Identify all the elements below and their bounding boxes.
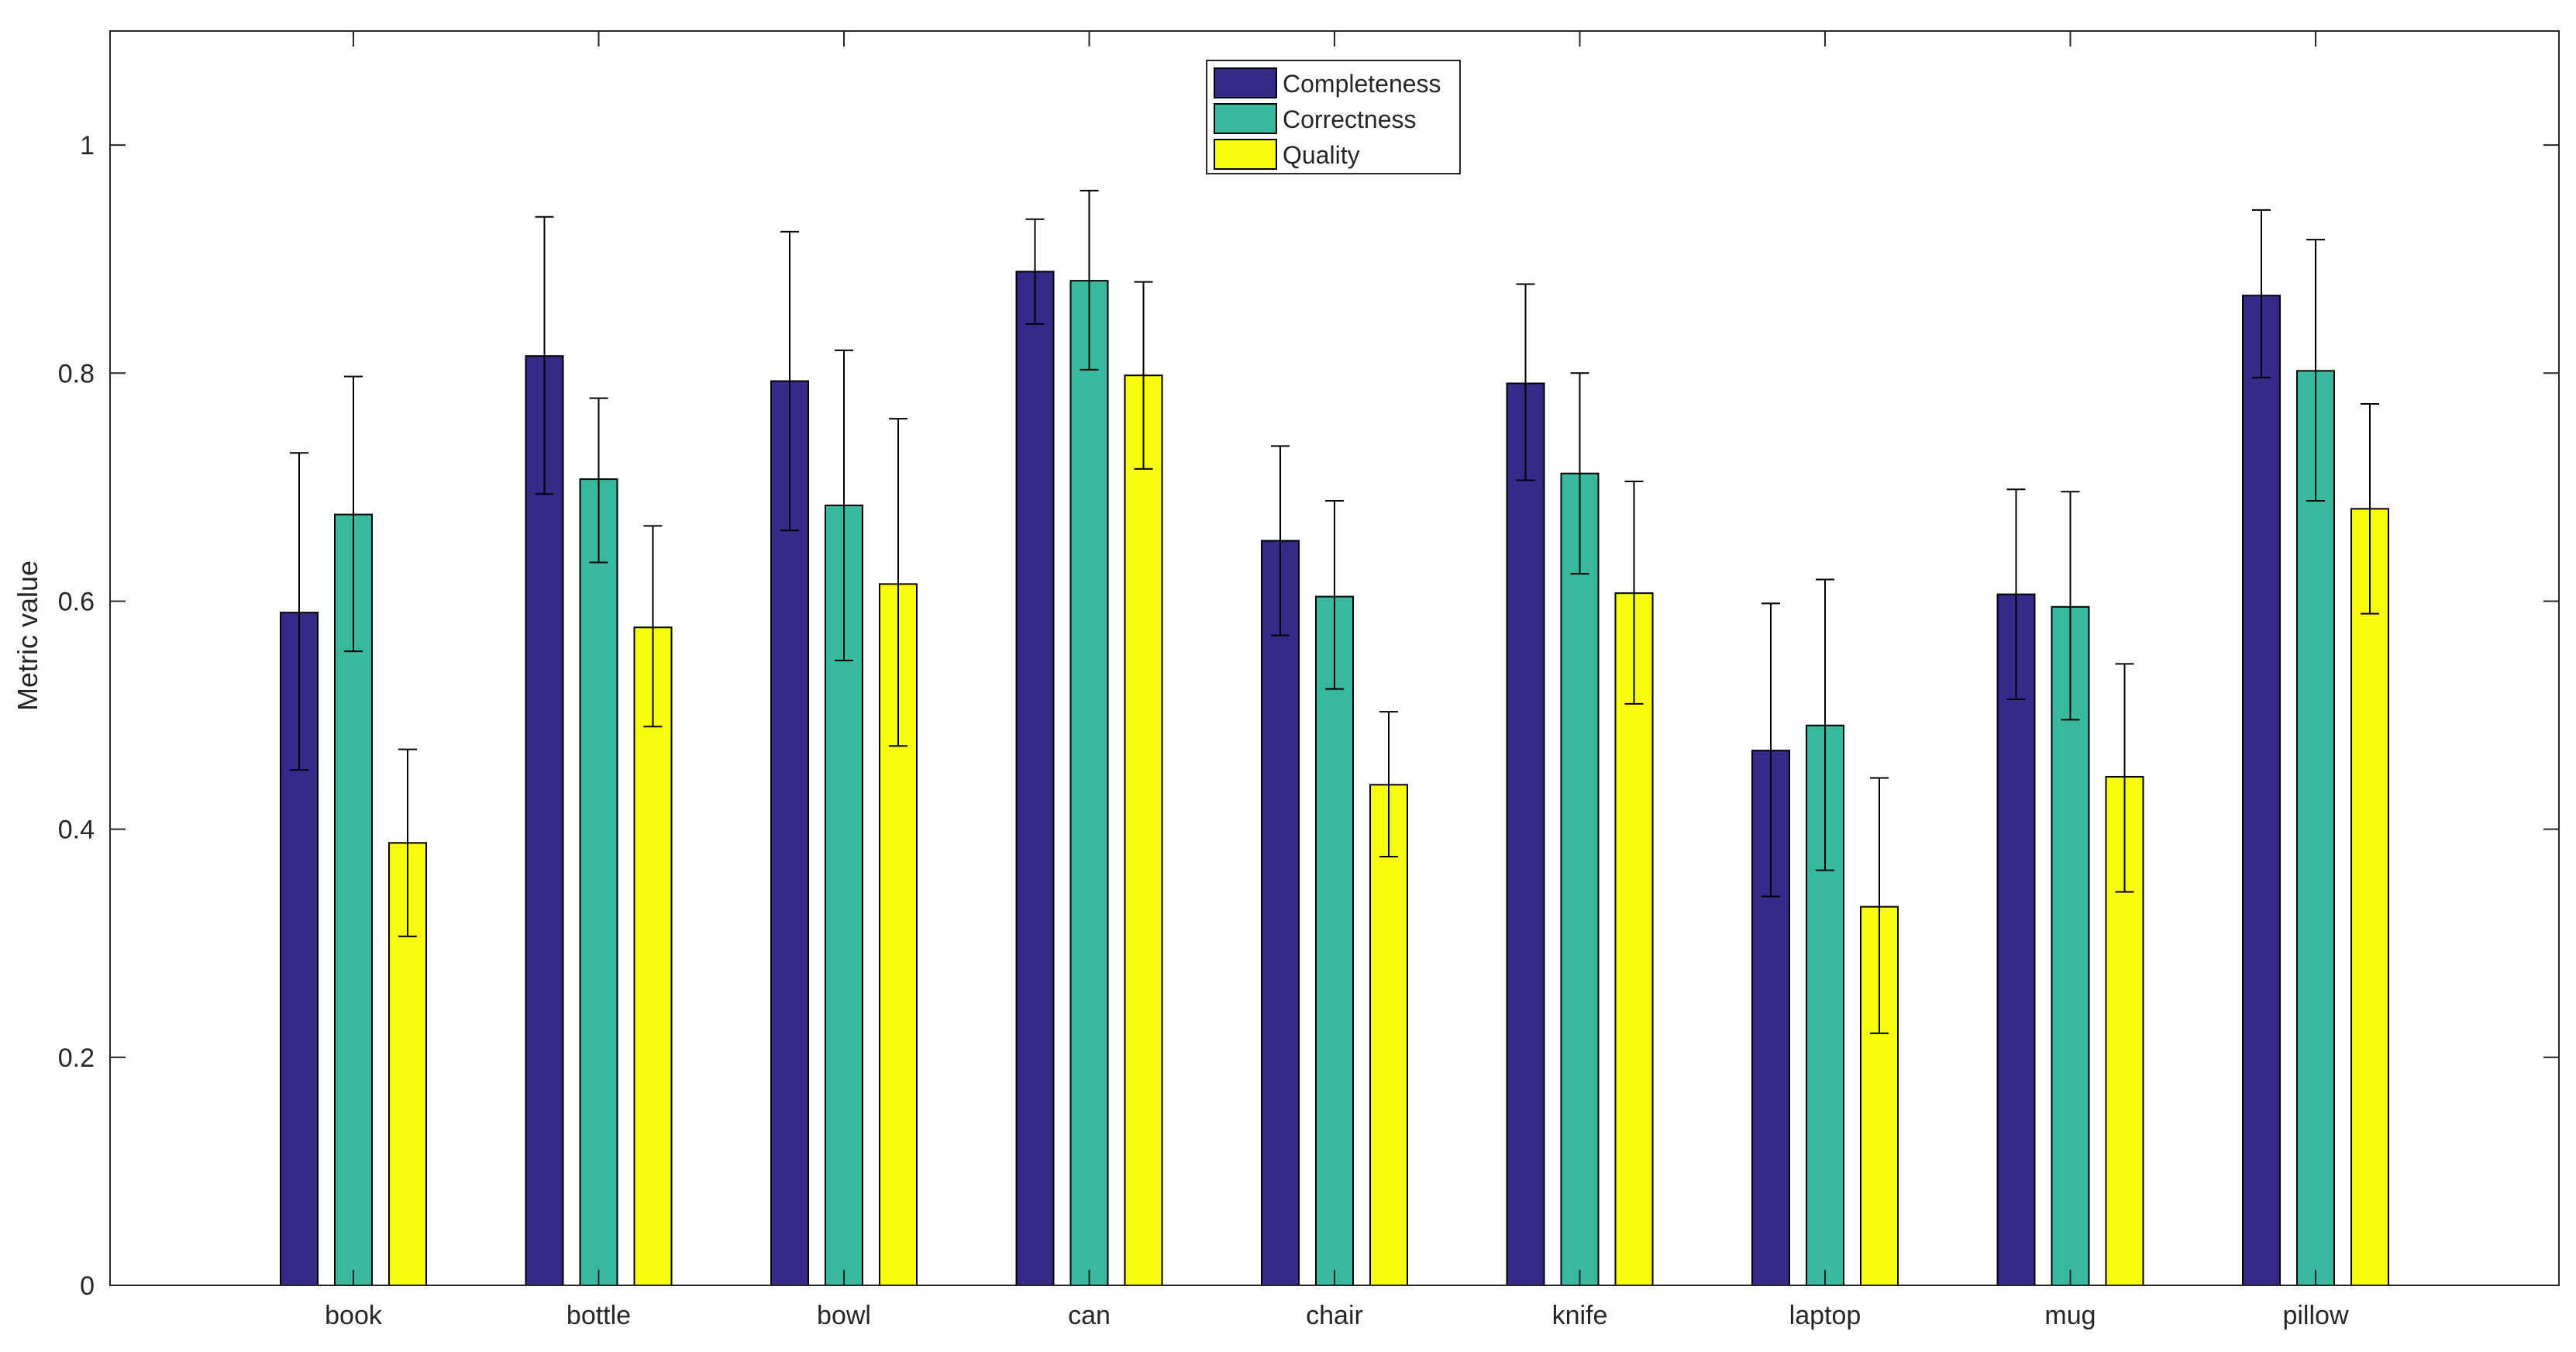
legend-label-quality: Quality [1283, 141, 1360, 169]
legend-label-completeness: Completeness [1283, 70, 1441, 98]
tick-labels-layer: 0 0.2 0.4 0.6 0.8 1 book bottle bowl can chair knif… [58, 131, 2349, 1330]
error-bar-correctness-bowl [835, 349, 853, 661]
bar-quality-chair [1369, 784, 1408, 1286]
axes-frame-layer [109, 30, 2560, 1286]
bar-completeness-mug [1996, 593, 2036, 1286]
error-bar-correctness-chair [1325, 500, 1344, 690]
bar-quality-bottle [633, 626, 673, 1286]
error-bar-correctness-can [1080, 189, 1099, 371]
bar-quality-can [1124, 374, 1163, 1286]
bar-quality-pillow [2350, 508, 2389, 1286]
error-bar-quality-can [1134, 281, 1153, 470]
error-bar-completeness-can [1025, 218, 1045, 326]
bar-completeness-bowl [770, 380, 809, 1286]
bars-layer [280, 271, 2389, 1287]
x-tick-label-can: can [1068, 1301, 1111, 1330]
bar-correctness-can [1069, 280, 1109, 1286]
legend-swatch-quality [1214, 139, 1277, 170]
error-bars-layer [290, 189, 2379, 1034]
error-bar-completeness-bowl [780, 230, 799, 532]
error-bar-correctness-mug [2061, 491, 2080, 721]
error-bar-quality-pillow [2361, 402, 2379, 615]
error-bar-correctness-pillow [2306, 239, 2325, 502]
x-tick-label-mug: mug [2044, 1301, 2096, 1330]
x-tick-label-pillow: pillow [2282, 1301, 2348, 1330]
y-tick-label: 1 [80, 131, 95, 160]
legend-swatch-completeness [1214, 67, 1277, 98]
error-bar-quality-bowl [889, 418, 907, 747]
legend-swatch-correctness [1214, 103, 1277, 134]
x-tick-label-bowl: bowl [817, 1301, 871, 1330]
error-bar-quality-bottle [643, 525, 663, 728]
bar-correctness-bottle [579, 478, 618, 1286]
x-tick-label-book: book [325, 1301, 383, 1330]
error-bar-completeness-chair [1271, 445, 1290, 636]
error-bar-completeness-knife [1516, 283, 1535, 481]
legend-label-correctness: Correctness [1283, 105, 1417, 133]
error-bar-correctness-knife [1570, 372, 1589, 575]
bar-correctness-pillow [2296, 370, 2335, 1286]
bar-completeness-pillow [2242, 295, 2281, 1287]
error-bar-completeness-pillow [2252, 209, 2271, 379]
legend: Completeness Correctness Quality [1206, 60, 1461, 174]
error-bar-correctness-book [344, 375, 363, 653]
x-tick-label-bottle: bottle [567, 1301, 631, 1330]
error-bar-quality-knife [1624, 481, 1644, 705]
y-tick-label: 0.6 [58, 587, 95, 616]
x-tick-label-knife: knife [1552, 1301, 1608, 1330]
y-tick-label: 0.2 [58, 1043, 95, 1073]
error-bar-quality-mug [2115, 663, 2134, 893]
error-bar-completeness-laptop [1762, 602, 1780, 898]
error-bar-correctness-bottle [589, 397, 608, 564]
y-tick-label: 0.8 [58, 359, 95, 388]
bar-completeness-can [1015, 271, 1055, 1286]
bar-completeness-knife [1506, 382, 1545, 1287]
error-bar-quality-book [398, 748, 417, 937]
x-tick-label-chair: chair [1306, 1301, 1363, 1330]
bar-correctness-chair [1315, 595, 1354, 1286]
x-tick-label-laptop: laptop [1789, 1301, 1861, 1330]
bar-correctness-knife [1560, 472, 1600, 1286]
error-bar-completeness-mug [2006, 488, 2026, 700]
error-bar-quality-chair [1379, 711, 1398, 857]
error-bar-completeness-bottle [535, 216, 554, 495]
bar-completeness-chair [1261, 540, 1300, 1286]
bar-quality-knife [1614, 592, 1654, 1286]
error-bar-quality-laptop [1870, 777, 1889, 1034]
error-bar-completeness-book [290, 452, 308, 771]
y-tick-label: 0.4 [58, 816, 95, 845]
y-axis-label: Metric value [12, 560, 43, 711]
error-bar-correctness-laptop [1816, 578, 1834, 871]
y-tick-label: 0 [80, 1271, 95, 1301]
bar-completeness-bottle [525, 355, 564, 1286]
